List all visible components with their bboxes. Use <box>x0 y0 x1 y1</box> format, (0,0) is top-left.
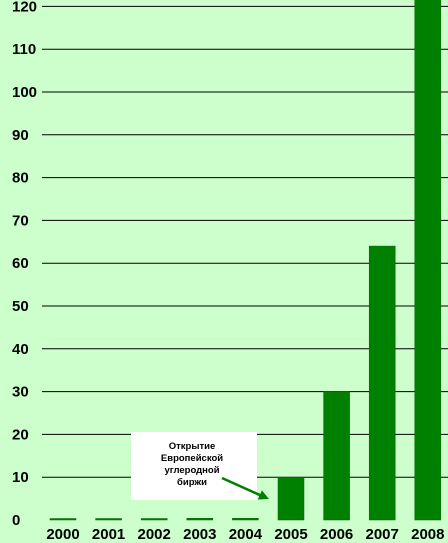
annotation-arrowhead <box>257 490 269 500</box>
annotation-box <box>131 432 257 500</box>
y-tick-label: 70 <box>12 212 29 229</box>
y-tick-label: 50 <box>12 298 29 315</box>
y-tick-label: 100 <box>12 84 37 101</box>
x-tick-label: 2001 <box>92 526 125 543</box>
y-tick-label: 90 <box>12 127 29 144</box>
y-tick-label: 20 <box>12 426 29 443</box>
y-tick-label: 30 <box>12 384 29 401</box>
y-tick-label: 80 <box>12 170 29 187</box>
y-tick-label: 0 <box>12 512 20 529</box>
x-tick-label: 2005 <box>274 526 307 543</box>
bar-2005 <box>277 476 305 521</box>
y-tick-label: 120 <box>12 0 37 15</box>
bar-2001 <box>95 518 122 521</box>
annotation-text: Открытие Европейской углеродной биржи <box>161 441 223 488</box>
bar-2000 <box>49 518 77 521</box>
bars <box>49 0 442 521</box>
x-tick-label: 2004 <box>229 526 263 543</box>
annotation: Открытие Европейской углеродной биржи <box>131 432 269 500</box>
annotation-arrow <box>221 476 263 498</box>
x-tick-label: 2006 <box>320 526 353 543</box>
bar-2003 <box>186 518 214 521</box>
bar-2002 <box>140 518 168 521</box>
x-tick-label: 2002 <box>138 526 171 543</box>
y-tick-label: 10 <box>12 469 29 486</box>
bar-2006 <box>323 391 350 521</box>
y-tick-label: 60 <box>12 255 29 272</box>
y-tick-label: 40 <box>12 341 29 358</box>
bar-2007 <box>368 245 396 521</box>
x-axis-labels: 2000 2001 2002 2003 2004 2005 2006 2007 2008 <box>46 526 444 543</box>
bar-2008 <box>414 0 442 521</box>
bar-2004 <box>232 518 259 521</box>
annotation-line: углеродной <box>164 465 219 476</box>
annotation-line: биржи <box>177 477 207 488</box>
y-tick-label: 110 <box>12 41 36 58</box>
x-tick-label: 2008 <box>411 526 444 543</box>
x-tick-label: 2003 <box>183 526 216 543</box>
y-axis-ticks: 0 10 20 30 40 50 60 70 80 90 100 110 120 <box>12 0 37 529</box>
annotation-line: Европейской <box>161 453 223 464</box>
annotation-line: Открытие <box>169 441 216 452</box>
x-tick-label: 2007 <box>366 526 399 543</box>
x-tick-label: 2000 <box>46 526 79 543</box>
